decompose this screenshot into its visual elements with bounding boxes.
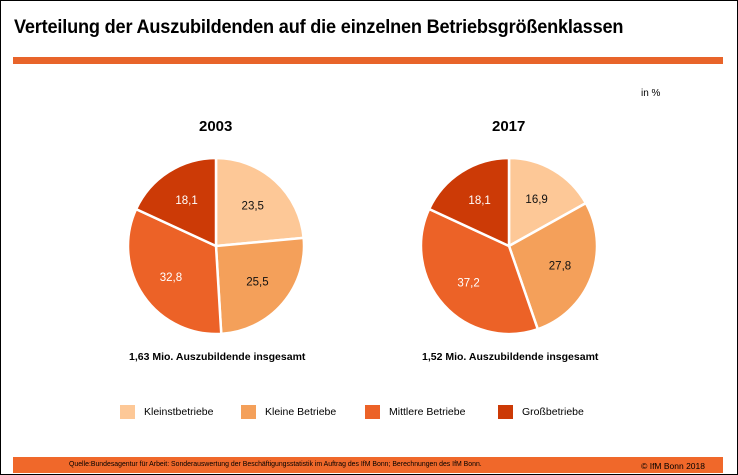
pie-chart-2017: 16,9 27,8 37,2 18,1 (419, 156, 599, 336)
pie-slice-mittlere-betriebe (126, 207, 223, 336)
legend-label: Kleinstbetriebe (144, 406, 214, 418)
pie-slice-kleinstbetriebe (214, 156, 305, 248)
legend-swatch (120, 405, 135, 419)
data-label-kleine-betriebe: 27,8 (549, 260, 571, 272)
data-label-mittlere-betriebe: 37,2 (457, 278, 479, 290)
pie-slice-mittlere-betriebe (419, 207, 540, 336)
pie-slice-grossbetriebe (134, 156, 218, 248)
pie-2003-title: 2003 (199, 118, 233, 135)
data-label-grossbetriebe: 18,1 (468, 195, 490, 207)
copyright: © IfM Bonn 2018 (641, 461, 705, 471)
data-label-kleine-betriebe: 25,5 (246, 277, 268, 289)
title-underline-bar (13, 57, 723, 64)
data-label-mittlere-betriebe: 32,8 (160, 272, 182, 284)
unit-label: in % (641, 88, 661, 99)
data-label-kleinstbetriebe: 16,9 (525, 194, 547, 206)
data-label-kleinstbetriebe: 23,5 (242, 201, 264, 213)
legend-swatch (498, 405, 513, 419)
footer-bar: Quelle:Bundesagentur für Arbeit: Sondera… (13, 457, 723, 473)
pie-slice-kleine-betriebe (507, 201, 599, 331)
pie-slice-kleine-betriebe (214, 236, 306, 336)
legend-swatch (365, 405, 380, 419)
pie-2003-total: 1,63 Mio. Auszubildende insgesamt (129, 351, 306, 363)
pie-slice-kleinstbetriebe (507, 156, 588, 248)
pie-2017-total: 1,52 Mio. Auszubildende insgesamt (422, 351, 599, 363)
legend-label: Kleine Betriebe (265, 406, 337, 418)
legend-swatch (241, 405, 256, 419)
legend-label: Mittlere Betriebe (389, 406, 466, 418)
pie-slice-grossbetriebe (427, 156, 511, 248)
legend-label: Großbetriebe (522, 406, 584, 418)
chart-title: Verteilung der Auszubildenden auf die ei… (14, 16, 624, 38)
data-label-grossbetriebe: 18,1 (175, 195, 197, 207)
pie-chart-2003: 23,5 25,5 32,8 18,1 (126, 156, 306, 336)
pie-2017-title: 2017 (492, 118, 526, 135)
source-note: Quelle:Bundesagentur für Arbeit: Sondera… (69, 459, 482, 468)
